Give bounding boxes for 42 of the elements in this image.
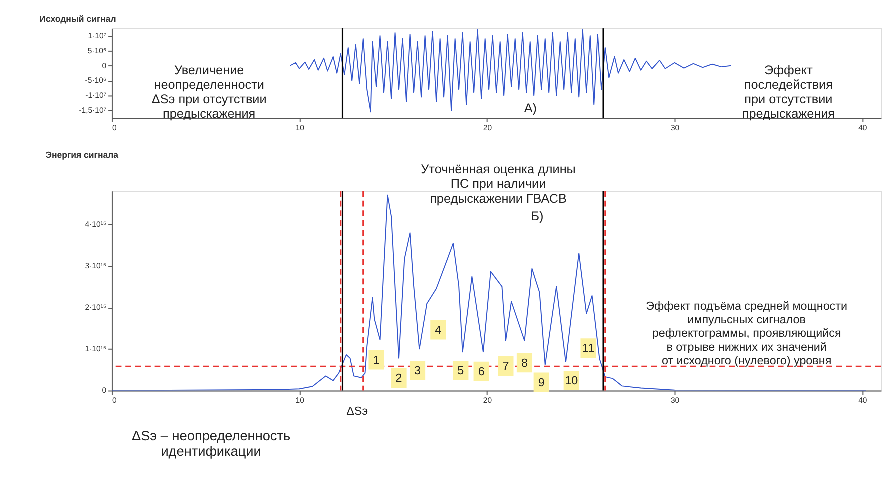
y-tick-label: 4·10¹⁵ — [85, 220, 107, 229]
text: ΔSэ – неопределенность идентификации — [132, 428, 291, 459]
x-tick-label: 10 — [296, 396, 306, 405]
annotation: 2 — [396, 372, 402, 386]
annotation: Эффект последействия при отсутствии предыскажения — [742, 63, 835, 122]
annotation: Увеличение неопределенности ΔSэ при отсутствии предыскажения — [152, 63, 267, 122]
y-tick-label: 0 — [102, 61, 108, 70]
x-tick-label: 10 — [296, 123, 306, 132]
annotation: 1 — [373, 354, 380, 367]
x-tick-label: 0 — [112, 123, 118, 132]
annotation: 5 — [458, 364, 464, 378]
y-tick-label: 1·10⁷ — [88, 31, 107, 40]
y-tick-label: -5·10⁶ — [85, 76, 107, 86]
text: ΔSэ — [346, 405, 368, 418]
x-tick-label: 20 — [483, 123, 493, 132]
x-tick-label: 30 — [670, 396, 680, 405]
annotation: 10 — [565, 374, 579, 388]
x-tick-label: 30 — [670, 123, 680, 132]
chart-title: Исходный сигнал — [40, 14, 116, 24]
annotation: Уточнённая оценка длины ПС при наличии предыскажении ГВАСВ — [421, 162, 576, 206]
annotation: 4 — [435, 324, 442, 337]
annotation: Б) — [531, 209, 544, 224]
annotation: 7 — [502, 360, 510, 374]
annotation: A) — [524, 101, 537, 116]
chart-title: Энергия сигнала — [46, 150, 119, 160]
y-tick-label: 1·10¹⁵ — [85, 344, 107, 354]
annotation: 6 — [478, 366, 485, 379]
annotation: 9 — [538, 376, 545, 390]
annotation: 8 — [521, 356, 528, 370]
annotation: 3 — [414, 364, 422, 378]
y-tick-label: 2·10¹⁵ — [85, 303, 107, 312]
y-tick-label: -1·10⁷ — [86, 91, 107, 100]
x-tick-label: 40 — [858, 396, 868, 405]
annotation: 11 — [582, 342, 595, 356]
x-tick-label: 0 — [112, 396, 118, 405]
x-tick-label: 20 — [483, 396, 493, 405]
y-tick-label: 0 — [102, 386, 108, 396]
y-tick-label: -1,5·10⁷ — [79, 106, 107, 116]
y-tick-label: 5·10⁶ — [88, 46, 107, 56]
y-tick-label: 3·10¹⁵ — [85, 261, 107, 270]
annotation: Эффект подъёма средней мощности импульсных сигналов рефлектограммы, проявляющийся в отрыве нижних их значений от исходного (нулевого) уровня — [646, 300, 848, 368]
x-tick-label: 40 — [858, 123, 868, 132]
